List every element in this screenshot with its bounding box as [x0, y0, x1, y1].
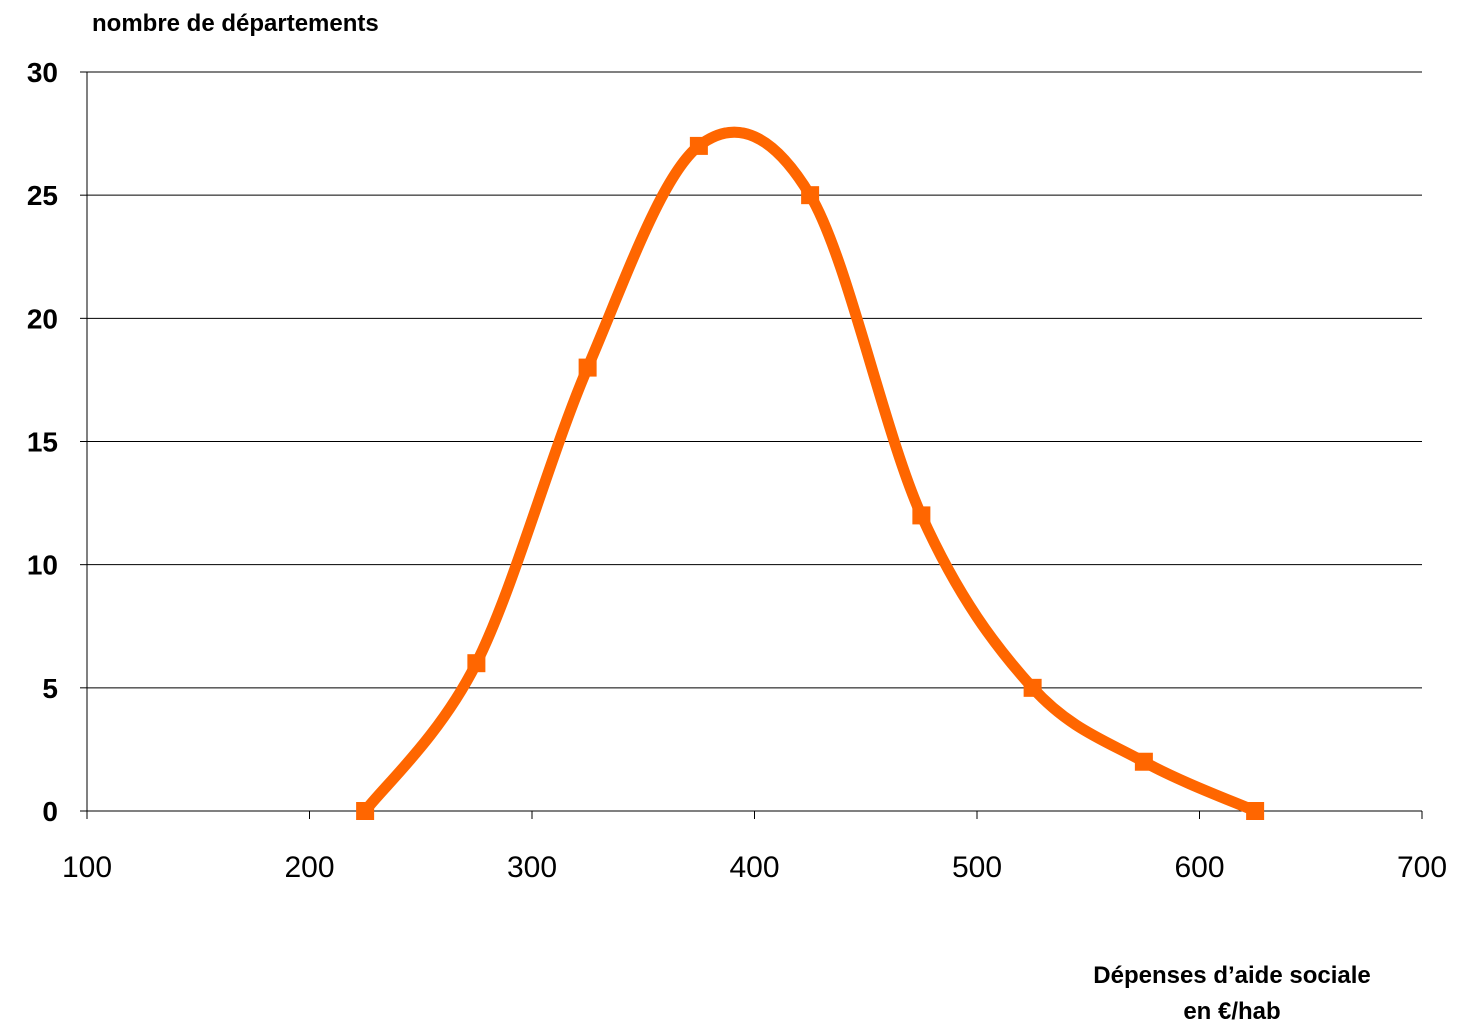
y-tick-label: 15: [27, 427, 58, 458]
y-tick-label: 30: [27, 57, 58, 88]
tick-labels: 0 5 10 15 20 25 30 100 200 300 400 500 600 700: [27, 57, 1447, 884]
y-axis-title: nombre de départements: [92, 10, 379, 37]
series-line: [359, 126, 1261, 817]
x-tick-label: 700: [1397, 851, 1447, 884]
data-point-marker: [467, 654, 486, 673]
data-point-marker: [1023, 678, 1042, 697]
x-axis-title-line1: Dépenses d’aide sociale: [1093, 962, 1371, 989]
x-tick-label: 400: [729, 851, 779, 884]
y-tick-label: 20: [27, 303, 58, 334]
x-tick-label: 200: [284, 851, 334, 884]
y-tick-label: 25: [27, 180, 58, 211]
data-point-marker: [578, 358, 597, 377]
x-tick-label: 100: [62, 851, 112, 884]
data-point-marker: [801, 186, 820, 205]
y-tick-label: 5: [42, 673, 58, 704]
series: [356, 126, 1265, 820]
gridlines: [87, 71, 1422, 689]
x-tick-label: 600: [1174, 851, 1224, 884]
x-tick-label: 500: [952, 851, 1002, 884]
data-point-marker: [689, 136, 708, 155]
data-point-marker: [1134, 752, 1153, 771]
x-tick-label: 300: [507, 851, 557, 884]
y-tick-label: 0: [42, 796, 58, 827]
y-tick-label: 10: [27, 550, 58, 581]
x-axis-title: Dépenses d’aide sociale en €/hab: [1022, 958, 1442, 1030]
data-point-marker: [912, 506, 931, 525]
data-point-marker: [356, 802, 375, 820]
x-axis-title-line2: en €/hab: [1183, 998, 1281, 1025]
data-point-marker: [1246, 802, 1265, 820]
axes: [80, 71, 1423, 819]
